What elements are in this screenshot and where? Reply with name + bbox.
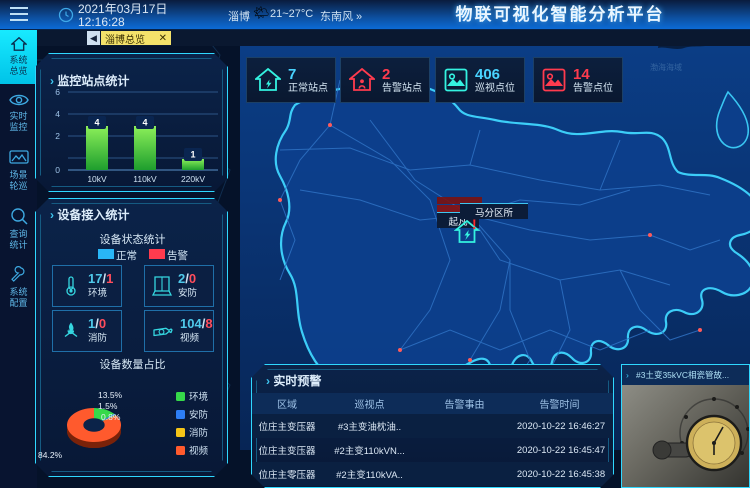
svg-text:10kV: 10kV [87, 174, 107, 184]
svg-text:2: 2 [55, 131, 60, 141]
svg-text:视频: 视频 [189, 445, 209, 457]
svg-text:1: 1 [190, 150, 195, 160]
svg-text:84.2%: 84.2% [38, 450, 63, 460]
svg-text:环境: 环境 [189, 391, 209, 403]
svg-text:消防: 消防 [189, 427, 209, 439]
svg-text:1.5%: 1.5% [98, 401, 118, 411]
svg-text:安防: 安防 [189, 409, 209, 421]
svg-text:0: 0 [55, 165, 60, 175]
svg-text:4: 4 [142, 118, 147, 128]
svg-text:6: 6 [55, 88, 60, 97]
svg-text:13.5%: 13.5% [98, 390, 123, 400]
svg-text:0.8%: 0.8% [101, 412, 121, 422]
svg-text:110kV: 110kV [133, 174, 157, 184]
svg-text:渤海海域: 渤海海域 [650, 62, 682, 72]
svg-text:4: 4 [94, 118, 99, 128]
svg-text:4: 4 [55, 109, 60, 119]
svg-text:220kV: 220kV [181, 174, 205, 184]
